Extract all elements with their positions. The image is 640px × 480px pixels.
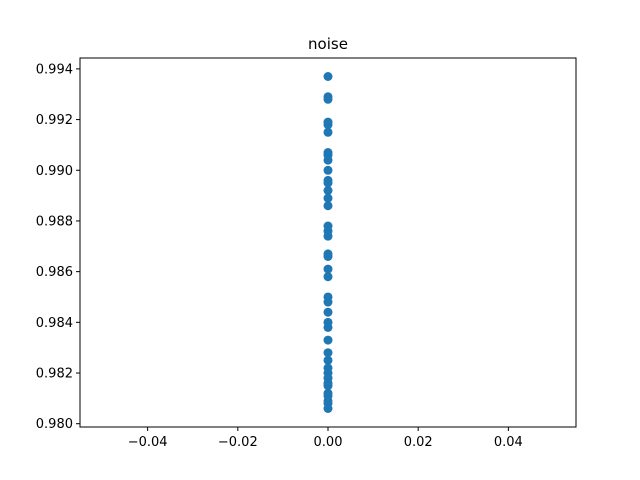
y-tick-label: 0.984 (36, 316, 73, 331)
data-point (323, 251, 333, 261)
y-tick-label: 0.988 (36, 214, 73, 229)
y-tick-label: 0.992 (36, 113, 73, 128)
data-point (323, 94, 333, 104)
x-tick-label: −0.04 (128, 435, 168, 450)
data-point (323, 231, 333, 241)
x-tick-label: 0.00 (314, 435, 343, 450)
data-point (323, 381, 333, 391)
data-points (323, 72, 333, 413)
x-tick-label: 0.02 (404, 435, 433, 450)
data-point (323, 264, 333, 274)
x-tick-label: 0.04 (494, 435, 523, 450)
data-point (323, 272, 333, 282)
data-point (323, 155, 333, 165)
data-point (323, 178, 333, 188)
data-point (323, 297, 333, 307)
y-tick-label: 0.980 (36, 417, 73, 432)
data-point (323, 186, 333, 196)
data-point (323, 72, 333, 82)
data-point (323, 355, 333, 365)
data-point (323, 403, 333, 413)
y-axis: 0.980 0.982 0.984 0.986 0.988 0.990 0.992 0.994 (36, 62, 80, 432)
y-tick-label: 0.990 (36, 164, 73, 179)
data-point (323, 348, 333, 358)
axes-frame (79, 57, 577, 428)
chart-title: noise (308, 35, 348, 53)
y-tick-label: 0.986 (36, 265, 73, 280)
y-tick-label: 0.982 (36, 367, 73, 382)
data-point (323, 201, 333, 211)
y-tick-label: 0.994 (36, 62, 73, 77)
data-point (323, 120, 333, 130)
x-axis: −0.04 −0.02 0.00 0.02 0.04 (128, 427, 523, 450)
data-point (323, 335, 333, 345)
data-point (323, 165, 333, 175)
data-point (323, 322, 333, 332)
data-point (323, 193, 333, 203)
x-tick-label: −0.02 (218, 435, 258, 450)
data-point (323, 307, 333, 317)
data-point (323, 127, 333, 137)
